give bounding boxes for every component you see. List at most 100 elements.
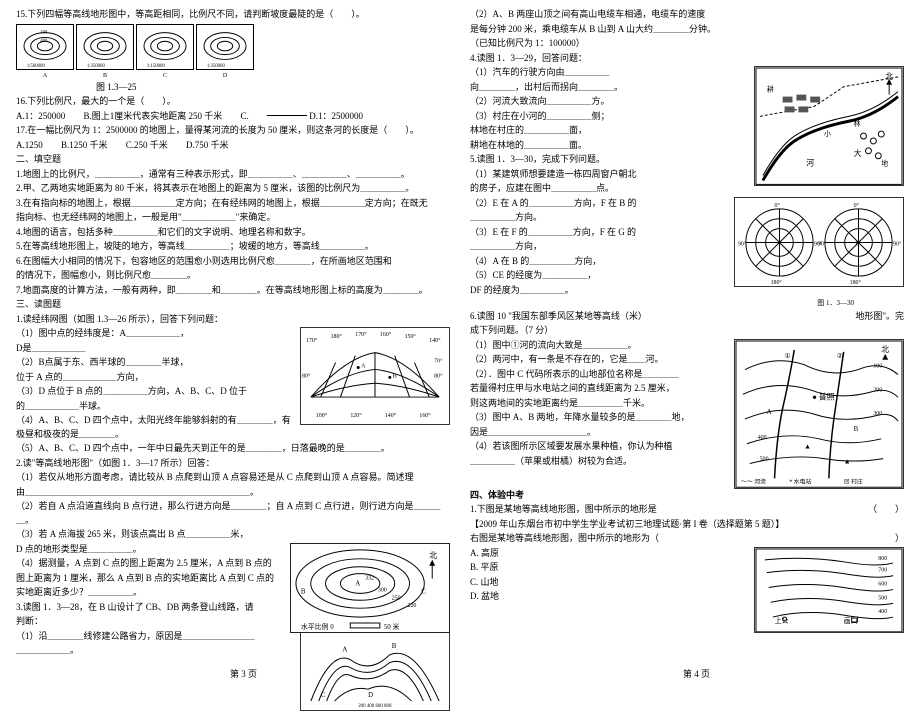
r6-tail: 地形图"。完 xyxy=(855,310,904,324)
svg-text:北: 北 xyxy=(429,550,437,559)
r6b: 成下列问题。（7 分） xyxy=(470,324,904,338)
polar-label: 图 1．3—30 xyxy=(470,298,904,309)
svg-text:A: A xyxy=(355,580,360,587)
r2: 2.读"等高线地形图"（如图 1．3—17 所示）回答： xyxy=(16,457,450,471)
fig-label-1: 图 1.3—25 xyxy=(16,81,450,95)
svg-text:B: B xyxy=(393,373,397,379)
svg-text:700: 700 xyxy=(878,567,887,573)
svg-text:70°: 70° xyxy=(434,358,443,365)
svg-text:160°: 160° xyxy=(419,412,431,419)
q16-a: A.1：250000 xyxy=(16,110,65,124)
r6-text: 6.读图 10 "我国东部季风区某地等高线（米） xyxy=(470,311,647,321)
f1: 1.地图上的比例尺，＿＿＿＿＿，通常有三种表示形式，即＿＿＿＿＿、＿＿＿＿＿、＿… xyxy=(16,168,450,182)
r2-3: （3）若 A 点海拔 265 米，则该点高出 B 点＿＿＿＿＿米， xyxy=(16,528,450,542)
svg-text:B: B xyxy=(301,588,306,595)
svg-text:90°: 90° xyxy=(893,240,902,247)
svg-text:220: 220 xyxy=(408,603,417,609)
topo-letters: A B C D xyxy=(16,72,450,81)
svg-text:400: 400 xyxy=(40,39,48,44)
r4: 4.读图 1．3—29，回答问题： xyxy=(470,52,904,66)
svg-text:180°: 180° xyxy=(850,278,862,285)
svg-text:北: 北 xyxy=(881,344,889,353)
page-4: 第 4 页 xyxy=(683,667,710,680)
q15: 15.下列四幅等高线地形图中，等高距相同，比例尺不同，请判断坡度最陡的是（ ）。 xyxy=(16,8,450,22)
svg-text:1:350000: 1:350000 xyxy=(87,64,106,69)
svg-text:500: 500 xyxy=(878,595,887,601)
q16: 16.下列比例尺，最大的一个是（ ）。 xyxy=(16,95,450,109)
svg-text:100: 100 xyxy=(873,363,882,369)
r1-5: （5）A、B、C、D 四个点中，一年中日最先天到正午的是＿＿＿＿，日落最晚的是＿… xyxy=(16,442,450,456)
q16-c: C. xyxy=(241,110,249,124)
f6b: 的情况下，图幅愈小，则比例尺愈＿＿＿＿。 xyxy=(16,269,450,283)
svg-text:332: 332 xyxy=(365,575,374,581)
r2-2: （2）若自 A 点沿道直线向 B 点行进，那么行进方向是＿＿＿＿；自 A 点到 … xyxy=(16,500,450,527)
page-3: 第 3 页 xyxy=(230,667,257,680)
polar-grids: 0°90°90°180° 0°90°90°180° AB xyxy=(734,197,904,287)
svg-text:100: 100 xyxy=(40,30,48,35)
q17: 17.在一幅比例尺为 1：2500000 的地图上，量得某河流的长度为 50 厘… xyxy=(16,124,450,138)
svg-text:50 米: 50 米 xyxy=(384,621,400,630)
basin-figure: 800 700 600 500 400 上公 画口 xyxy=(754,547,904,633)
scale-bar-icon xyxy=(267,115,307,116)
svg-text:画口: 画口 xyxy=(844,616,858,624)
f4: 4.地图的语言，包括多种＿＿＿＿＿和它们的文字说明、地理名称和数字。 xyxy=(16,226,450,240)
q2b: 是每分钟 200 米，乘电缆车从 B 山到 A 山大约＿＿＿＿分钟。 xyxy=(470,23,904,37)
q2a: （2）A、B 两座山顶之间有高山电缆车相通，电缆车的速度 xyxy=(470,8,904,22)
svg-text:水平比例 0: 水平比例 0 xyxy=(301,621,334,630)
svg-text:500: 500 xyxy=(760,456,769,462)
svg-text:300: 300 xyxy=(873,411,882,417)
svg-text:⊠ 村庄: ⊠ 村庄 xyxy=(844,477,863,485)
q2c: （已知比例尺为 1：100000） xyxy=(470,37,904,51)
r1: 1.读经纬网图（如图 1.3—26 所示），回答下列问题： xyxy=(16,313,450,327)
svg-text:90°: 90° xyxy=(818,240,827,247)
svg-text:170°: 170° xyxy=(306,337,318,344)
q16-opts: A.1：250000 B.图上1厘米代表实地距离 250 千米 C. D.1：2… xyxy=(16,110,450,124)
svg-text:* 水电站: * 水电站 xyxy=(789,477,811,485)
topo-d: 1:350000 xyxy=(196,24,254,70)
left-column: 15.下列四幅等高线地形图中，等高距相同，比例尺不同，请判断坡度最陡的是（ ）。… xyxy=(12,8,460,664)
svg-text:B: B xyxy=(392,642,397,649)
svg-text:林: 林 xyxy=(854,119,861,128)
svg-text:600: 600 xyxy=(878,581,887,587)
read-head: 三、读图题 xyxy=(16,298,450,312)
q17-b: B.1250 千米 xyxy=(61,139,108,153)
svg-text:80°: 80° xyxy=(434,372,443,379)
svg-text:A: A xyxy=(361,363,366,369)
e2b: 右图是某地等高线地形图，图中所示的地形为（ ） xyxy=(470,532,904,546)
letter-a: A xyxy=(16,72,74,81)
svg-text:▲: ▲ xyxy=(804,443,811,450)
svg-text:B: B xyxy=(856,241,860,247)
r2-1a: （1）若仅从地形方面考虑，请比较从 B 点爬到山顶 A 点容易还是从 C 点爬到… xyxy=(16,471,450,485)
svg-text:河: 河 xyxy=(806,159,814,168)
svg-text:小: 小 xyxy=(824,129,831,138)
fill-head: 二、填空题 xyxy=(16,153,450,167)
r6: 6.读图 10 "我国东部季风区某地等高线（米） 地形图"。完 xyxy=(470,310,904,324)
f7: 7.地面高度的计算方法，一般有两种，即＿＿＿＿和＿＿＿＿。在等高线地形图上标的高… xyxy=(16,284,450,298)
letter-c: C xyxy=(136,72,194,81)
topo-a: 1:500000100400 xyxy=(16,24,74,70)
contour-figure: A 332 300 250 220 北 水平比例 0 50 米 B C xyxy=(290,543,450,633)
topo-row: 1:500000100400 1:350000 1:150000 1:35000… xyxy=(16,24,450,70)
svg-text:250: 250 xyxy=(392,595,401,601)
svg-text:0°: 0° xyxy=(775,201,781,208)
svg-text:80°: 80° xyxy=(302,372,311,379)
r2-1b: 由＿＿＿＿＿＿＿＿＿＿＿＿＿＿＿＿＿＿＿＿＿＿＿＿＿。 xyxy=(16,486,450,500)
svg-text:180°: 180° xyxy=(771,278,783,285)
svg-text:180°: 180° xyxy=(331,333,343,340)
mountain-figure: A B C D 200 400 600 800 xyxy=(300,629,450,711)
svg-text:170°: 170° xyxy=(355,331,367,338)
e2c: ） xyxy=(895,532,904,546)
q17-opts: A.1250 B.1250 千米 C.250 千米 D.750 千米 xyxy=(16,139,450,153)
e1-paren: （ ） xyxy=(868,503,904,517)
svg-text:C: C xyxy=(421,588,426,595)
letter-b: B xyxy=(76,72,134,81)
svg-text:200 400 600 800: 200 400 600 800 xyxy=(358,703,392,708)
q17-d: D.750 千米 xyxy=(186,139,229,153)
q17-a: A.1250 xyxy=(16,139,43,153)
topo-c: 1:150000 xyxy=(136,24,194,70)
f2: 2.甲、乙两地实地距离为 80 千米，将其表示在地图上的距离为 5 厘米，该图的… xyxy=(16,182,450,196)
svg-text:A: A xyxy=(777,241,782,247)
q16-d: D.1：2500000 xyxy=(309,110,363,124)
lat-grid-figure: 170°180°170°160°150°140° 70°80°80° 100°1… xyxy=(300,327,450,425)
f3a: 3.在有指向标的地图上，根据＿＿＿＿＿定方向；在有经纬网的地图上，根据＿＿＿＿＿… xyxy=(16,197,450,211)
